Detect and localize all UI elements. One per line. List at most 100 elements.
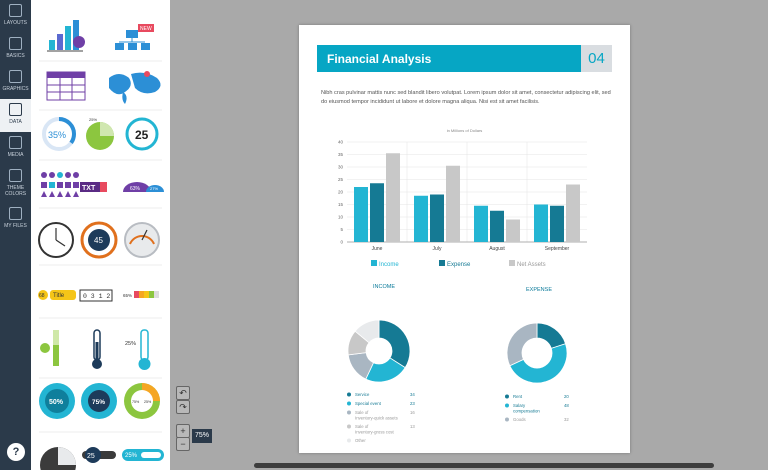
redo-button[interactable]: ↷ (176, 400, 190, 414)
legend-label: Inventory-gross cost (355, 430, 394, 435)
world-map-widget[interactable] (109, 71, 161, 104)
zoom-in-button[interactable]: + (176, 424, 190, 438)
legend-dot (505, 417, 509, 422)
bar-income (414, 195, 428, 242)
intro-paragraph[interactable]: Nibh cras pulvinar mattis nunc sed bland… (321, 90, 611, 105)
level-bar-widget[interactable]: 65% (123, 291, 159, 298)
image-icon (9, 70, 22, 83)
legend-swatch (509, 260, 515, 266)
donut-slice (354, 319, 380, 344)
pie-gauge-widget[interactable]: 25% (86, 117, 114, 150)
org-chart-widget[interactable]: NEW (115, 24, 154, 50)
ring-75-widget[interactable]: 75% (81, 383, 117, 419)
percent-ring-widget[interactable]: 35% (42, 117, 76, 151)
sidebar-item-my-files[interactable]: MY FILES (0, 203, 31, 236)
sidebar-item-label: MY FILES (4, 223, 27, 229)
bar-chart-widget[interactable] (47, 20, 85, 52)
sidebar-item-media[interactable]: MEDIA (0, 132, 31, 165)
bar-net-assets (446, 165, 460, 242)
sidebar-item-theme-colors[interactable]: THEME COLORS (0, 165, 31, 203)
sidebar-item-basics[interactable]: BASICS (0, 33, 31, 66)
sidebar-item-label: DATA (9, 119, 22, 125)
cloud-icon (9, 207, 22, 220)
bar-chart[interactable]: 0 5 10 15 20 25 30 35 40 June July August September I… (299, 25, 630, 275)
sidebar-item-layouts[interactable]: LAYOUTS (0, 0, 31, 33)
vertical-gauge-widget[interactable] (40, 330, 59, 366)
legend-label: Special event (355, 401, 382, 406)
legend-swatch (371, 260, 377, 266)
tag-68: 68 (39, 293, 45, 299)
label-badges-widget[interactable]: TXT 63% 27% (80, 182, 164, 192)
bar-net-assets (566, 184, 580, 242)
help-button[interactable]: ? (7, 443, 25, 461)
slider-widget[interactable]: 25 (82, 447, 116, 463)
document-page[interactable]: Financial Analysis 04 Nibh cras pulvinar… (299, 25, 630, 453)
split-ring-widget[interactable]: 75% 25% (124, 383, 160, 419)
speedometer-widget[interactable] (124, 222, 160, 258)
sidebar-item-label: BASICS (6, 53, 25, 59)
table-widget[interactable] (46, 71, 86, 101)
zoom-out-button[interactable]: − (176, 437, 190, 451)
widget-thumbnails: NEW 35% (38, 20, 164, 470)
shape-grid-widget[interactable] (41, 172, 79, 197)
legend-label: Rent (513, 394, 523, 399)
legend-dot (347, 410, 351, 415)
palette-icon (9, 169, 22, 182)
counter-value: 25 (135, 128, 149, 142)
x-tick-label: September (545, 246, 570, 252)
thermometer-widget[interactable] (92, 329, 102, 369)
txt-badge: TXT (82, 185, 96, 192)
clock-widget[interactable] (38, 222, 74, 258)
legend-label: compensation (513, 409, 540, 414)
legend-dot (347, 401, 351, 406)
legend-swatch (439, 260, 445, 266)
ring-75-value: 75% (92, 399, 105, 406)
sidebar-item-graphics[interactable]: GRAPHICS (0, 66, 31, 99)
y-tick-label: 20 (338, 190, 344, 195)
layout-icon (9, 4, 22, 17)
split-ring-value-2: 25% (144, 400, 152, 404)
donut-slice (536, 322, 567, 349)
donut-slice (378, 319, 411, 369)
legend-value: 48 (564, 403, 569, 408)
legend-value: 34 (410, 392, 415, 397)
progress-value: 25% (125, 453, 138, 459)
bar-expense (370, 183, 384, 242)
progress-pill-widget[interactable]: 25% (122, 449, 164, 461)
digit-counter-widget[interactable]: 0 3 1 2 (79, 289, 113, 302)
dial-widget[interactable]: 45 (80, 221, 118, 259)
donut-slice (506, 322, 538, 367)
legend-value: 16 (410, 410, 415, 415)
thermometer-fill-widget[interactable]: 25% (125, 329, 151, 370)
bar-net-assets (506, 219, 520, 242)
legend-label: Sale of (355, 424, 369, 429)
bar-expense (550, 205, 564, 242)
split-ring-value: 75% (132, 400, 140, 404)
page-number[interactable]: 04 (581, 45, 612, 72)
y-tick-label: 40 (338, 140, 344, 145)
bar-expense (490, 210, 504, 242)
legend-dot (347, 392, 351, 397)
y-tick-label: 35 (338, 152, 344, 157)
undo-button[interactable]: ↶ (176, 386, 190, 400)
level-label: 65% (123, 293, 132, 298)
page-title[interactable]: Financial Analysis (317, 45, 581, 72)
tag-title-widget[interactable]: 68 Title (38, 290, 76, 300)
horizontal-scrollbar[interactable] (254, 463, 714, 468)
legend-label: Other (355, 438, 366, 443)
redo-icon: ↷ (179, 402, 187, 412)
legend-label: Expense (447, 262, 471, 268)
sidebar-item-data[interactable]: DATA (0, 99, 31, 132)
half-dial-widget[interactable] (40, 447, 76, 470)
new-badge: NEW (140, 26, 152, 32)
y-tick-label: 0 (340, 240, 343, 245)
sidebar-item-label: LAYOUTS (4, 20, 27, 26)
counter-ring-widget[interactable]: 25 (125, 117, 159, 151)
y-tick-label: 15 (338, 202, 344, 207)
bar-net-assets (386, 153, 400, 242)
legend-label: Inventory-quick assets (355, 416, 398, 421)
legend-label: Net Assets (517, 262, 546, 268)
ring-50-widget[interactable]: 50% (39, 383, 75, 419)
play-icon (9, 136, 22, 149)
